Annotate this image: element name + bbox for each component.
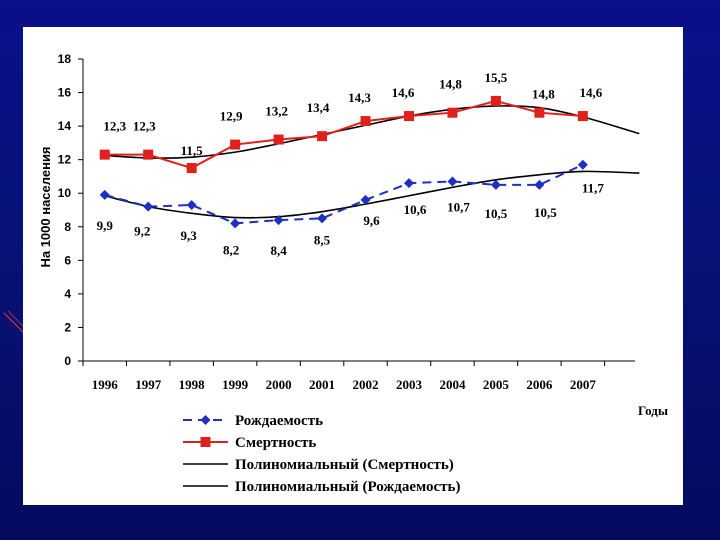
data-point-diamond bbox=[447, 176, 458, 187]
data-label-mortality: 12,3 bbox=[103, 119, 126, 134]
data-point-diamond bbox=[143, 201, 154, 212]
trendlines bbox=[104, 105, 640, 219]
data-point-diamond bbox=[273, 215, 284, 226]
data-label-mortality: 14,6 bbox=[392, 85, 415, 100]
data-point-diamond bbox=[534, 179, 545, 190]
data-label-mortality: 12,3 bbox=[133, 119, 156, 134]
data-label-mortality: 15,5 bbox=[485, 70, 508, 85]
data-label-birth-rate: 9,9 bbox=[97, 218, 114, 233]
data-point-diamond bbox=[230, 218, 241, 229]
x-tick-label: 2006 bbox=[526, 377, 553, 392]
data-label-mortality: 13,2 bbox=[265, 104, 288, 119]
data-point-diamond bbox=[317, 213, 328, 224]
data-point-square bbox=[360, 116, 371, 127]
data-point-square bbox=[403, 111, 414, 122]
data-point-diamond bbox=[99, 189, 110, 200]
x-axis-label: Годы bbox=[638, 403, 668, 418]
x-tick-label: 2007 bbox=[570, 377, 597, 392]
data-label-birth-rate: 9,6 bbox=[363, 213, 380, 228]
x-tick-label: 2000 bbox=[266, 377, 292, 392]
x-tick-label: 1998 bbox=[179, 377, 206, 392]
x-tick-label: 1999 bbox=[222, 377, 249, 392]
data-point-diamond bbox=[403, 178, 414, 189]
legend-item-label: Полиномиальный (Смертность) bbox=[235, 457, 454, 473]
data-point-square bbox=[230, 139, 241, 150]
y-tick-label: 2 bbox=[64, 320, 71, 334]
data-label-mortality: 14,8 bbox=[439, 77, 462, 92]
data-label-mortality: 12,9 bbox=[220, 109, 243, 124]
series-line-2 bbox=[104, 99, 583, 170]
axes: 0 2 4 6 8 10 12 14 16 18 1996 1997 1998 1999 2000 2001 2… bbox=[58, 52, 635, 392]
data-point-square bbox=[99, 149, 110, 160]
data-point-square bbox=[447, 107, 458, 118]
y-tick-label: 4 bbox=[64, 287, 71, 301]
data-label-birth-rate: 8,2 bbox=[223, 242, 239, 257]
data-point-square bbox=[186, 163, 197, 174]
x-tick-label: 1997 bbox=[135, 377, 162, 392]
x-tick-label: 2005 bbox=[483, 377, 510, 392]
legend-swatch-square bbox=[200, 437, 211, 447]
line-chart: 0 2 4 6 8 10 12 14 16 18 1996 1997 1998 1999 2000 2001 2… bbox=[38, 52, 668, 495]
data-label-mortality: 13,4 bbox=[307, 100, 330, 115]
series-line-1 bbox=[104, 163, 584, 225]
data-point-diamond bbox=[577, 159, 588, 170]
data-label-birth-rate: 10,5 bbox=[534, 205, 557, 220]
y-tick-label: 8 bbox=[64, 220, 71, 234]
x-tick-label: 1996 bbox=[92, 377, 119, 392]
data-label-birth-rate: 11,7 bbox=[582, 181, 605, 196]
x-tick-label: 2002 bbox=[353, 377, 379, 392]
data-point-square bbox=[577, 111, 588, 122]
y-tick-label: 16 bbox=[58, 86, 72, 100]
data-labels: 12,3 12,3 11,5 12,9 13,2 13,4 14,3 14,6 14,8 15,5… bbox=[97, 70, 605, 258]
legend-item-label: Рождаемость bbox=[235, 413, 323, 429]
x-tick-label: 2004 bbox=[439, 377, 466, 392]
chart-panel: 0 2 4 6 8 10 12 14 16 18 1996 1997 1998 1999 2000 2001 2… bbox=[23, 27, 683, 505]
data-label-birth-rate: 10,7 bbox=[447, 199, 470, 214]
y-tick-label: 6 bbox=[64, 253, 71, 267]
data-label-birth-rate: 9,2 bbox=[134, 224, 150, 239]
data-label-birth-rate: 9,3 bbox=[181, 228, 198, 243]
data-label-mortality: 14,3 bbox=[348, 90, 371, 105]
data-label-mortality: 14,8 bbox=[532, 87, 555, 102]
data-label-mortality: 14,6 bbox=[579, 85, 602, 100]
legend-swatch-diamond bbox=[200, 415, 211, 425]
data-label-birth-rate: 10,5 bbox=[485, 206, 508, 221]
data-point-square bbox=[317, 131, 328, 142]
legend: Рождаемость Смертность Полиномиальный (Сме… bbox=[183, 413, 460, 495]
series bbox=[99, 95, 588, 229]
data-label-mortality: 11,5 bbox=[181, 143, 204, 158]
data-point-square bbox=[534, 107, 545, 118]
data-point-square bbox=[143, 149, 154, 160]
data-point-square bbox=[273, 134, 284, 145]
x-tick-label: 2003 bbox=[396, 377, 423, 392]
data-point-diamond bbox=[490, 179, 501, 190]
x-tick-label: 2001 bbox=[309, 377, 335, 392]
y-tick-label: 10 bbox=[58, 186, 72, 200]
data-point-diamond bbox=[186, 199, 197, 210]
data-point-square bbox=[490, 95, 501, 106]
legend-item-label: Полиномиальный (Рождаемость) bbox=[235, 479, 460, 495]
y-axis-label: На 1000 населения bbox=[38, 146, 53, 267]
y-tick-label: 12 bbox=[58, 153, 72, 167]
y-tick-label: 0 bbox=[64, 354, 71, 368]
trendline-2 bbox=[104, 170, 640, 219]
data-point-diamond bbox=[360, 194, 371, 205]
data-label-birth-rate: 8,5 bbox=[314, 232, 331, 247]
y-tick-label: 18 bbox=[58, 52, 72, 66]
legend-item-label: Смертность bbox=[235, 435, 316, 451]
y-tick-label: 14 bbox=[58, 119, 72, 133]
data-label-birth-rate: 10,6 bbox=[404, 202, 427, 217]
data-label-birth-rate: 8,4 bbox=[270, 243, 287, 258]
